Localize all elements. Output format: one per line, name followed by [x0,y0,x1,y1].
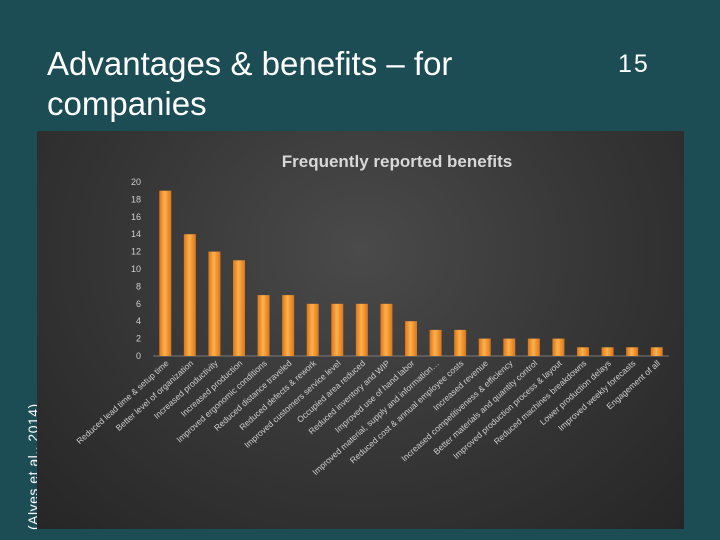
slide-title: Advantages & benefits – for companies [47,45,453,122]
bar [429,329,442,356]
y-tick-label: 2 [136,334,141,344]
bar [159,190,172,356]
bar [601,347,614,356]
bar [355,303,368,356]
bar [405,321,417,356]
y-tick-label: 10 [131,264,141,274]
bars [159,190,663,356]
bar [626,347,639,356]
y-tick-label: 14 [131,229,141,239]
bar [306,303,319,356]
bar [552,338,565,356]
bar [233,260,245,356]
y-tick-label: 16 [131,212,141,222]
bar [282,295,295,356]
bar [478,338,491,356]
y-tick-label: 18 [131,194,141,204]
slide-number: 15 [618,50,650,78]
bar [577,347,589,356]
bar [380,303,393,356]
y-tick-label: 0 [136,351,141,361]
bar-chart: Frequently reported benefits 0 2 4 6 8 10 12 14… [74,152,669,478]
bar [454,329,467,356]
bar [257,295,270,356]
bar [527,338,540,356]
bar [208,251,221,356]
x-tick-label: Reduced lead time & setup time [74,358,170,446]
bar [331,303,344,356]
chart-title: Frequently reported benefits [282,152,512,171]
y-tick-label: 20 [131,177,141,187]
y-tick-label: 4 [136,316,141,326]
bar [183,234,196,356]
y-tick-label: 6 [136,299,141,309]
y-tick-label: 8 [136,281,141,291]
chart-panel: Frequently reported benefits 0 2 4 6 8 10 12 14… [37,131,684,529]
bar [650,347,663,356]
bar [503,338,516,356]
y-tick-label: 12 [131,247,141,257]
